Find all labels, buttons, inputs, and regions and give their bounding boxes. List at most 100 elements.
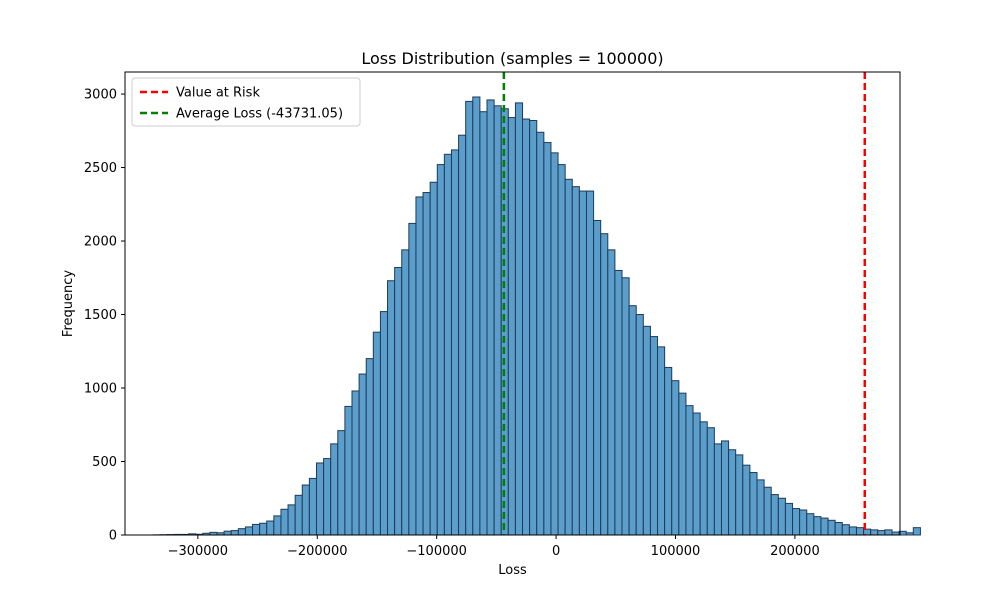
x-tick-label: −200000 xyxy=(287,544,348,559)
histogram-bar xyxy=(685,405,694,536)
y-axis-ticks: 0 500 1000 1500 2000 2500 3000 xyxy=(84,88,125,544)
histogram-bar xyxy=(834,522,843,536)
y-tick-label: 2000 xyxy=(84,235,117,250)
histogram-bar xyxy=(799,509,808,536)
histogram-bar xyxy=(507,117,516,536)
histogram-bar xyxy=(905,532,914,536)
histogram-bar xyxy=(429,181,438,536)
histogram-bar xyxy=(436,164,445,536)
histogram-bar xyxy=(358,373,367,536)
chart-title: Loss Distribution (samples = 100000) xyxy=(361,49,663,68)
x-axis-title: Loss xyxy=(498,563,527,578)
histogram-bar xyxy=(806,513,815,536)
histogram-bar xyxy=(315,462,325,536)
legend-label-value-at-risk: Value at Risk xyxy=(176,86,260,101)
histogram-bar xyxy=(472,96,481,536)
histogram-bar xyxy=(244,526,254,536)
histogram-bar xyxy=(223,530,232,536)
y-tick-label: 1500 xyxy=(84,308,117,323)
histogram-bar xyxy=(394,266,403,536)
histogram-bar xyxy=(266,520,275,536)
histogram-bar xyxy=(514,102,524,536)
y-tick-label: 3000 xyxy=(84,88,117,103)
histogram-bar xyxy=(713,443,722,536)
histogram-bar xyxy=(784,502,794,536)
histogram-bar xyxy=(230,530,239,536)
histogram-bar xyxy=(649,336,659,536)
x-tick-label: 200000 xyxy=(770,544,820,559)
histogram-bar xyxy=(422,192,431,536)
histogram-bar xyxy=(479,111,488,536)
histogram-bar xyxy=(252,523,261,536)
histogram-bar xyxy=(742,464,751,536)
histogram-bar xyxy=(273,515,282,536)
histogram-bar xyxy=(678,392,687,536)
histogram-bar xyxy=(735,454,744,536)
histogram-bar xyxy=(792,508,801,536)
y-tick-label: 0 xyxy=(109,529,117,544)
histogram-bar xyxy=(813,516,822,536)
y-tick-label: 500 xyxy=(92,455,117,470)
histogram-bar xyxy=(756,479,765,536)
histogram-bar xyxy=(706,427,715,536)
histogram-bar xyxy=(301,484,310,536)
histogram-bar xyxy=(337,430,346,536)
x-tick-label: −100000 xyxy=(406,544,467,559)
histogram-bar xyxy=(543,142,552,536)
histogram-bar xyxy=(749,472,758,536)
histogram-bar xyxy=(607,249,616,536)
histogram-bar xyxy=(692,412,701,536)
histogram-bar xyxy=(578,190,587,536)
histogram-bar xyxy=(763,486,772,536)
histogram-bar xyxy=(294,494,303,536)
histogram-bar xyxy=(571,186,580,536)
histogram-bar xyxy=(443,153,452,536)
histogram-bar xyxy=(379,311,389,536)
histogram-bar xyxy=(259,522,268,536)
y-axis-title: Frequency xyxy=(61,270,76,337)
legend-box xyxy=(131,77,361,127)
histogram-bar xyxy=(493,105,502,536)
histogram-bar xyxy=(664,366,673,536)
histogram-bar xyxy=(415,196,424,536)
histogram-bar xyxy=(280,508,289,536)
histogram-bar xyxy=(401,249,410,536)
histogram-bar xyxy=(855,527,865,536)
histogram-bar xyxy=(522,118,531,536)
histogram-bar xyxy=(387,280,396,536)
x-tick-label: −300000 xyxy=(168,544,229,559)
histogram-bar xyxy=(912,527,921,536)
histogram-bar xyxy=(465,100,474,536)
histogram-bar xyxy=(621,277,630,536)
histogram-bar xyxy=(486,99,495,536)
histogram-bar xyxy=(728,449,737,536)
histogram-bar xyxy=(408,222,417,536)
histogram-bar xyxy=(344,405,353,536)
histogram-bar xyxy=(330,443,339,536)
histogram-bar xyxy=(827,519,836,536)
histogram-bar xyxy=(529,120,538,536)
histogram-bar xyxy=(870,529,879,536)
histogram-bar xyxy=(585,190,595,536)
histogram-bar xyxy=(372,331,381,536)
legend-label-average-loss: Average Loss (-43731.05) xyxy=(176,107,343,122)
histogram-bar xyxy=(351,390,360,536)
histogram-bar xyxy=(635,314,644,536)
histogram-bar xyxy=(877,530,886,536)
histogram-bar xyxy=(848,526,857,536)
histogram-bar xyxy=(536,131,545,536)
histogram-bar xyxy=(628,305,637,536)
histogram-bar xyxy=(308,477,317,536)
x-tick-label: 0 xyxy=(552,544,560,559)
histogram-bar xyxy=(699,421,708,536)
reference-lines xyxy=(502,72,867,535)
histogram-bar xyxy=(365,358,374,536)
histogram-bar xyxy=(323,458,332,536)
histogram-bar xyxy=(450,149,460,536)
histogram-bar xyxy=(642,325,651,536)
histogram-bar xyxy=(841,524,850,536)
histogram-bar xyxy=(770,494,779,536)
histogram-bar xyxy=(237,528,246,536)
